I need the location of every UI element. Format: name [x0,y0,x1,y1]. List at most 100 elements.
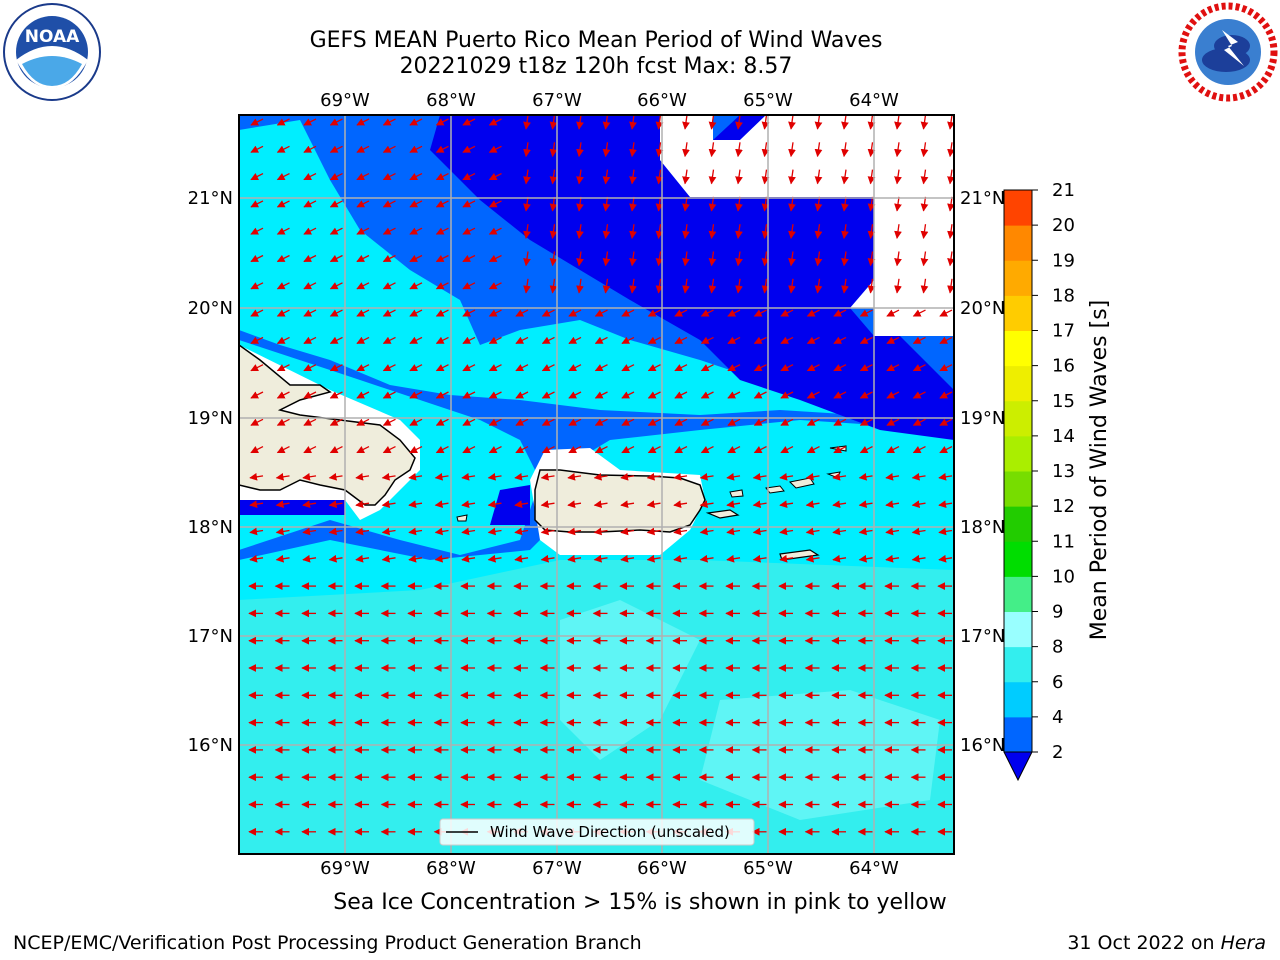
wave-direction-arrow [682,169,690,185]
wave-direction-arrow [805,472,820,481]
wave-direction-arrow [620,554,635,563]
wave-direction-arrow [549,196,558,212]
wave-direction-arrow [329,200,343,208]
wave-direction-arrow [735,142,743,158]
wave-direction-arrow [408,472,423,481]
wave-direction-arrow [727,364,741,372]
wave-direction-arrow [752,527,767,536]
wave-direction-arrow [620,472,635,481]
wave-direction-arrow [462,254,476,263]
wave-direction-arrow [250,282,264,290]
wind-wave-direction-arrows [248,115,954,836]
footer-host: Hera [1220,932,1266,954]
wave-direction-arrow [938,472,953,481]
wave-direction-arrow [488,445,502,454]
wave-direction-arrow [674,364,688,372]
wave-direction-arrow [382,364,396,372]
wave-direction-arrow [752,500,767,508]
wave-direction-arrow [250,145,264,153]
wave-direction-arrow [462,391,476,399]
wave-direction-arrow [912,336,926,344]
wave-direction-arrow [356,172,370,181]
wave-direction-arrow [594,445,608,454]
wave-direction-arrow [462,172,476,181]
wave-direction-arrow [461,472,476,481]
wave-direction-arrow [647,391,661,399]
wave-direction-arrow [303,254,317,263]
wave-direction-arrow [276,364,290,372]
wave-direction-arrow [867,196,876,212]
wave-direction-arrow [867,142,876,158]
wave-direction-arrow [329,145,343,153]
wave-direction-arrow [708,251,717,267]
ocean-band-below-2-west [239,500,345,515]
colorbar-tick-label: 15 [1052,391,1075,412]
wave-direction-arrow [462,200,476,208]
wave-direction-arrow [621,309,635,317]
wave-direction-arrow [833,445,847,454]
wave-direction-arrow [858,472,873,481]
colorbar-title: Mean Period of Wind Waves [s] [1087,300,1112,640]
wave-direction-arrow [859,336,873,344]
wave-direction-arrow [408,500,423,508]
wave-direction-arrow [488,336,502,344]
wave-direction-arrow [912,418,926,426]
wave-direction-arrow [250,118,264,126]
wave-direction-arrow [920,251,929,267]
wave-direction-arrow [920,278,929,294]
wave-direction-arrow [699,527,714,536]
wave-direction-arrow [276,282,290,290]
wave-direction-arrow [409,336,423,344]
wave-direction-arrow [523,196,531,212]
wave-direction-arrow [673,500,688,508]
wave-direction-arrow [523,115,531,130]
wave-direction-arrow [488,254,502,263]
wave-direction-arrow [523,278,531,294]
wave-direction-arrow [382,200,396,208]
wave-direction-arrow [761,278,770,294]
wave-direction-arrow [939,309,953,317]
lat-label-left: 18°N [188,517,233,538]
wave-direction-arrow [727,391,741,399]
wave-direction-arrow [276,145,290,153]
wave-direction-arrow [250,418,264,426]
wave-direction-arrow [593,527,608,536]
wave-direction-arrow [621,391,635,399]
wave-direction-arrow [567,472,582,481]
wave-direction-arrow [382,254,396,263]
lat-label-left: 21°N [188,188,233,209]
wave-direction-arrow [602,224,611,239]
wave-direction-arrow [833,418,847,426]
wave-direction-arrow [859,309,873,317]
wave-direction-arrow [303,336,317,344]
wave-direction-arrow [647,364,661,372]
wave-direction-arrow [894,142,902,158]
wave-direction-arrow [655,251,664,267]
wave-direction-arrow [382,445,396,454]
colorbar-segment [1004,506,1032,542]
wave-direction-arrow [462,282,476,290]
colorbar-tick-label: 2 [1052,742,1063,763]
wave-direction-arrow [329,336,343,344]
colorbar-tick-label: 17 [1052,321,1075,342]
wave-direction-arrow [594,364,608,372]
wave-direction-arrow [629,169,637,185]
wave-direction-arrow [947,142,954,158]
wave-direction-arrow [646,554,661,563]
map-frame [238,114,955,855]
wave-direction-arrow [700,445,714,454]
wave-direction-arrow [780,364,794,372]
wave-direction-arrow [409,200,423,208]
wave-direction-arrow [249,500,264,508]
wave-direction-arrow [276,118,290,126]
wave-direction-arrow [409,391,423,399]
wave-direction-arrow [356,118,370,126]
wave-direction-arrow [646,472,661,481]
wave-direction-arrow [356,418,370,426]
wave-direction-arrow [461,554,476,563]
wave-direction-arrow [602,196,611,212]
wave-direction-arrow [859,391,873,399]
wave-direction-arrow [576,142,584,158]
colorbar-tick-label: 18 [1052,285,1075,306]
wave-direction-arrow [938,554,953,563]
